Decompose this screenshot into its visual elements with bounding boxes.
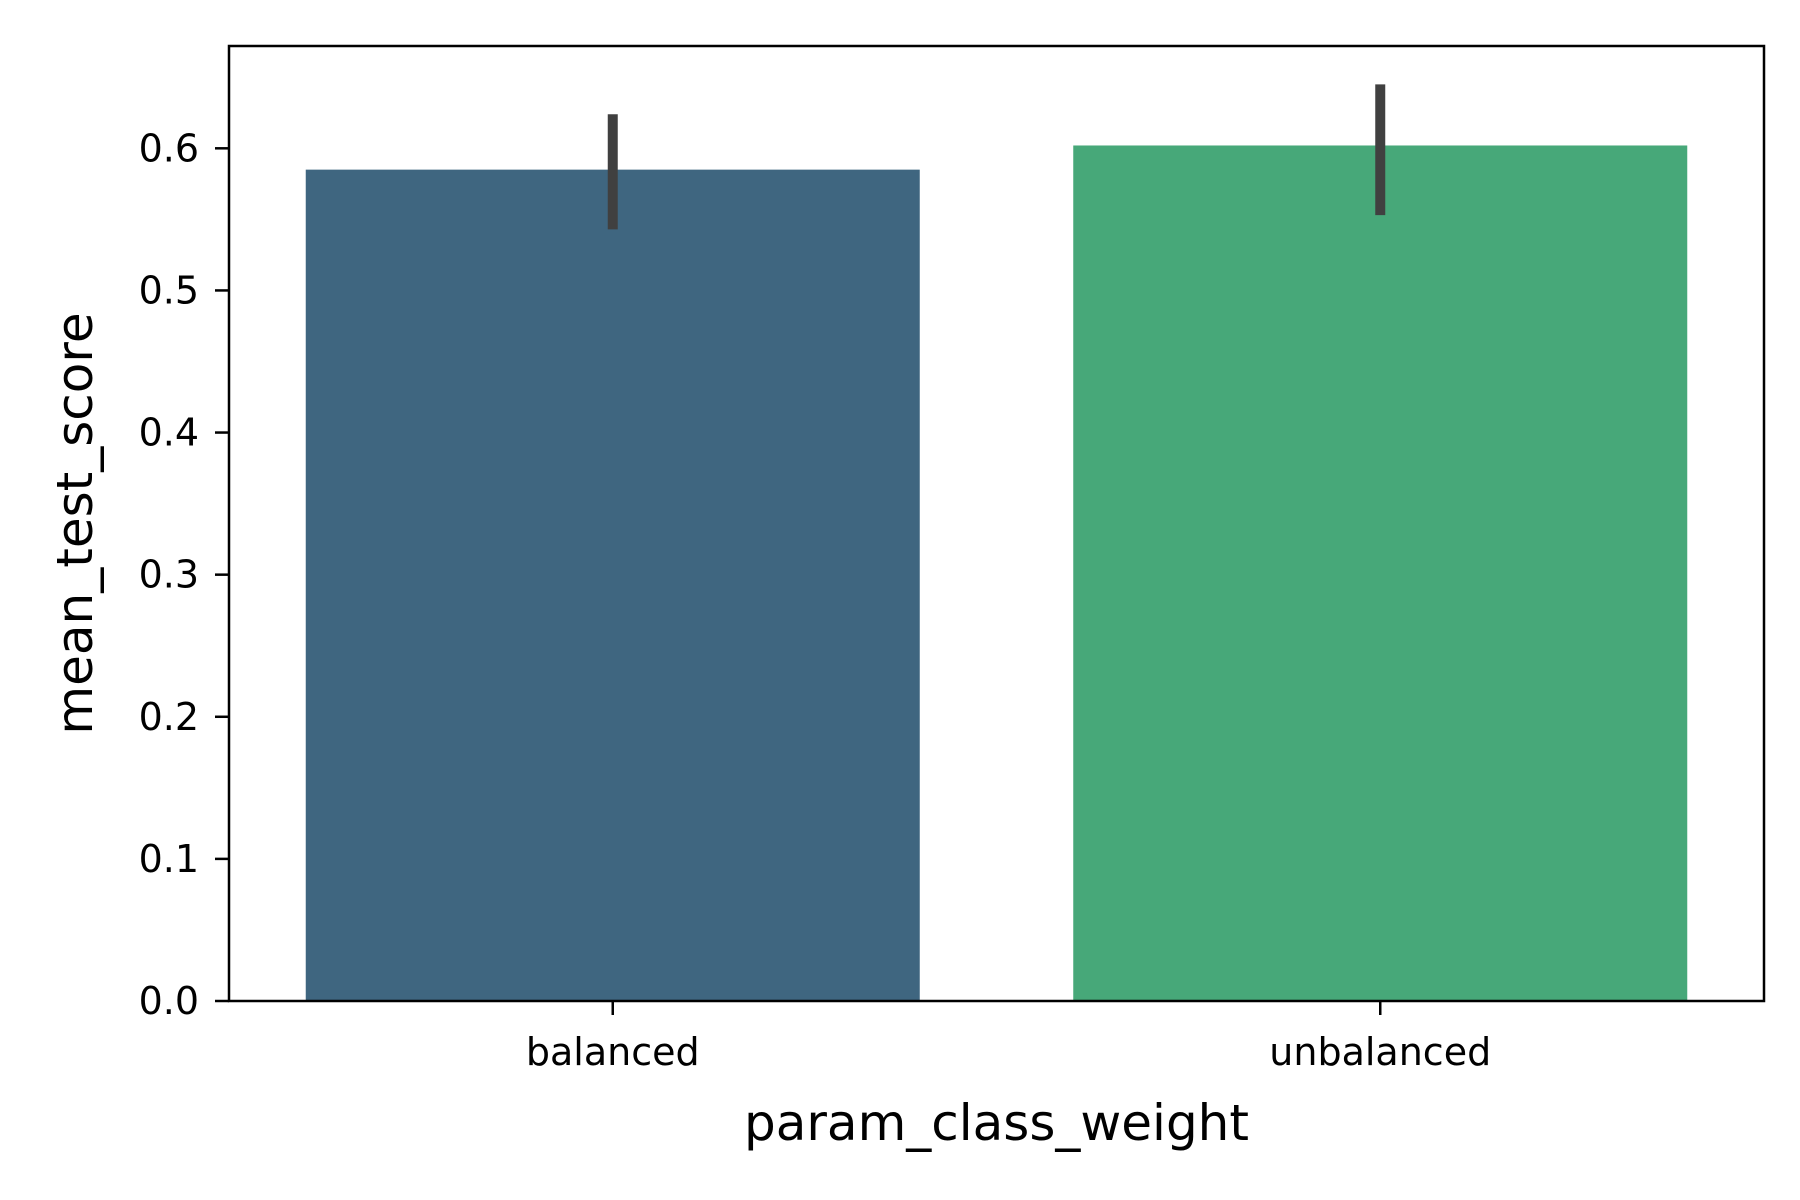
bar-unbalanced	[1073, 145, 1688, 1001]
y-tick-label: 0.4	[139, 411, 199, 455]
y-tick-label: 0.5	[139, 268, 199, 312]
x-axis-title: param_class_weight	[744, 1094, 1249, 1152]
y-tick-label: 0.3	[139, 553, 199, 597]
plot-frame	[227, 44, 1766, 1003]
y-tick-label: 0.0	[139, 979, 199, 1023]
y-tick-label: 0.2	[139, 695, 199, 739]
x-tick-label-balanced: balanced	[526, 1030, 700, 1074]
error-bars-layer	[607, 84, 1386, 230]
y-axis: 0.0 0.1 0.2 0.3 0.4 0.5 0.6	[139, 126, 229, 1023]
bars-layer	[305, 145, 1688, 1001]
y-tick-label: 0.6	[139, 126, 199, 170]
x-axis: balanced unbalanced	[526, 1001, 1491, 1074]
y-axis-title: mean_test_score	[46, 312, 104, 734]
y-tick-label: 0.1	[139, 837, 199, 881]
bar-balanced	[305, 169, 920, 1001]
x-tick-label-unbalanced: unbalanced	[1269, 1030, 1491, 1074]
